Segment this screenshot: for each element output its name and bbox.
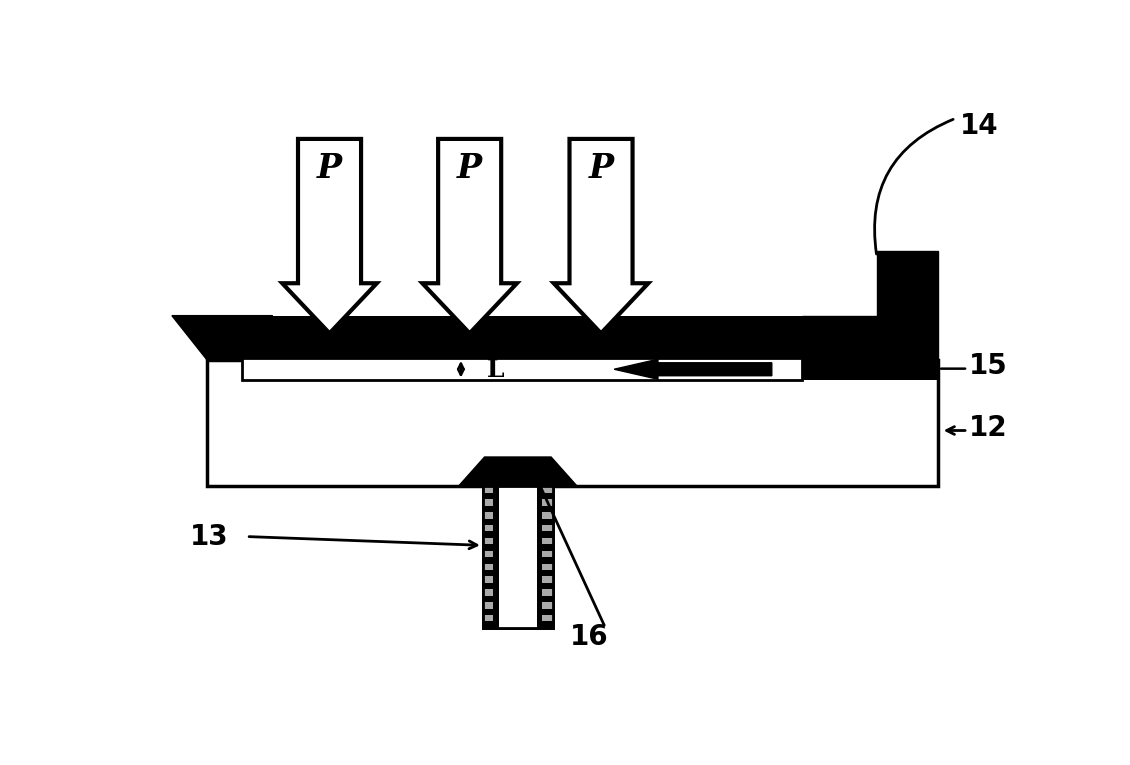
Bar (542, 493, 553, 500)
Polygon shape (459, 457, 577, 487)
Bar (542, 564, 553, 570)
Text: L: L (487, 358, 505, 382)
Polygon shape (802, 251, 938, 360)
Bar (483, 519, 494, 525)
Bar (207, 316, 938, 360)
Bar (542, 532, 553, 538)
Text: 13: 13 (190, 522, 228, 551)
Bar (483, 487, 553, 628)
Bar (542, 583, 553, 589)
Bar (483, 525, 494, 532)
FancyArrow shape (282, 139, 376, 334)
Bar (542, 609, 553, 615)
Text: 12: 12 (968, 414, 1008, 441)
Bar (483, 538, 494, 545)
Bar (542, 506, 553, 513)
Bar (542, 589, 553, 596)
Bar (542, 545, 553, 551)
Bar (802, 358, 938, 380)
Bar (542, 525, 553, 532)
FancyArrow shape (554, 139, 649, 334)
FancyArrow shape (615, 360, 772, 379)
Bar (542, 551, 553, 557)
Bar (542, 538, 553, 545)
Bar (542, 500, 553, 506)
Bar (483, 532, 494, 538)
Bar (207, 360, 938, 487)
Bar (483, 487, 553, 628)
Bar (483, 506, 494, 513)
Bar (483, 487, 494, 493)
Bar (498, 487, 537, 628)
Text: 14: 14 (960, 112, 999, 141)
Text: 15: 15 (968, 352, 1008, 379)
Text: P: P (589, 152, 614, 185)
Bar (542, 615, 553, 621)
Polygon shape (172, 316, 272, 360)
Bar (483, 500, 494, 506)
Bar (542, 621, 553, 628)
Bar (483, 609, 494, 615)
Bar (242, 358, 802, 380)
Bar (542, 513, 553, 519)
Bar (483, 557, 494, 564)
Bar (483, 545, 494, 551)
Bar (207, 360, 938, 487)
Text: P: P (318, 152, 342, 185)
Bar (483, 589, 494, 596)
Text: 16: 16 (571, 623, 609, 651)
Bar (542, 487, 553, 493)
Bar (483, 583, 494, 589)
Bar (542, 570, 553, 577)
Bar (483, 493, 494, 500)
Bar (483, 564, 494, 570)
Bar (542, 602, 553, 609)
Bar (542, 519, 553, 525)
Bar (483, 570, 494, 577)
Bar (483, 615, 494, 621)
FancyArrow shape (423, 139, 516, 334)
Bar (542, 596, 553, 602)
Text: P: P (458, 152, 483, 185)
Bar (483, 596, 494, 602)
Bar (483, 551, 494, 557)
Bar (483, 577, 494, 583)
Bar (542, 557, 553, 564)
Bar (483, 513, 494, 519)
Bar (483, 621, 494, 628)
Bar (542, 577, 553, 583)
Bar (483, 602, 494, 609)
